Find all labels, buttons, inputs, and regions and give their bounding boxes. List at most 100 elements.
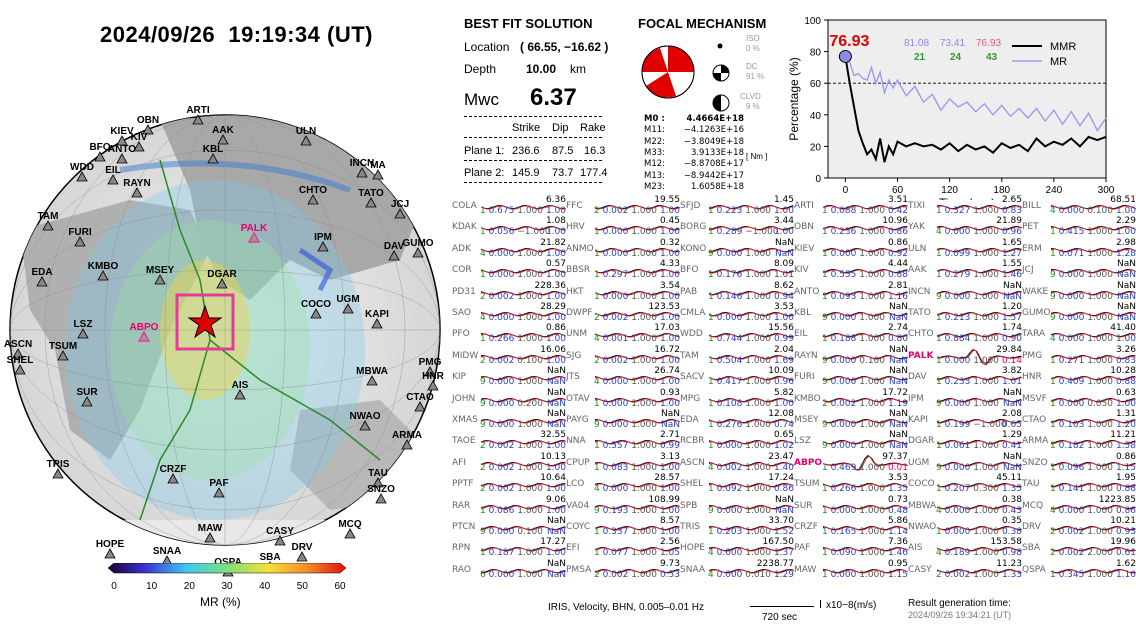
param-weight: 1.000 xyxy=(859,270,885,281)
waveform xyxy=(595,247,680,253)
station-marker-kbl: KBL xyxy=(203,144,223,164)
station-params: 1 0.236 1.000 0.86 xyxy=(822,227,908,237)
plate-boundary-2 xyxy=(209,339,381,461)
station-name: ARMA xyxy=(1022,436,1049,447)
param-ratio: 0.01 xyxy=(887,462,908,473)
station-label: INCN xyxy=(350,158,374,169)
station-value: 1.20 xyxy=(1001,302,1022,312)
station-name: KBL xyxy=(794,308,812,318)
station-marker-lsz: LSZ xyxy=(74,319,92,339)
station-cell-dgar: DGAR 1.29 1 0.061 1.000 0.41 xyxy=(908,430,1022,452)
station-params: 1 0.000 1.000 1.00 xyxy=(594,292,680,302)
param-ratio: 0.96 xyxy=(1001,227,1022,238)
waveform xyxy=(709,568,794,574)
param-ratio: 1.00 xyxy=(659,248,680,259)
waveform xyxy=(595,269,680,274)
param-variance: 0.176 xyxy=(716,270,746,281)
param-quality: 6 xyxy=(480,569,489,580)
station-value: 28.29 xyxy=(540,302,566,312)
param-quality: 1 xyxy=(936,441,945,452)
param-quality: 2 xyxy=(480,484,489,495)
station-label: CRZF xyxy=(160,464,187,475)
waveform xyxy=(709,204,794,210)
station-params: 6 0.000 1.000 NaN xyxy=(480,570,566,580)
param-ratio: 1.00 xyxy=(659,377,680,388)
station-marker-palk: PALK xyxy=(241,223,268,243)
param-weight: 1.000 xyxy=(631,248,657,259)
param-variance: 0.279 xyxy=(944,270,974,281)
waveform xyxy=(823,483,908,488)
station-marker-ipm: IPM xyxy=(314,232,332,252)
series-line-mr xyxy=(844,56,1107,132)
param-variance: 0.000 xyxy=(1058,334,1088,345)
station-value: 3.54 xyxy=(659,280,680,291)
param-variance: 0.000 xyxy=(716,248,746,259)
waveform-synthetic xyxy=(595,312,680,317)
param-weight: 1.000 xyxy=(517,505,543,516)
station-params: 1 0.233 1.000 1.01 xyxy=(936,377,1022,387)
station-cell-anmo: ANMO 0.32 1 0.000 1.000 1.00 xyxy=(566,238,680,260)
param-weight: 1.000 xyxy=(517,420,543,430)
param-ratio: 0.86 xyxy=(773,484,794,495)
station-params: 1 0.141 1.000 0.88 xyxy=(1050,484,1136,494)
station-name: KIEV xyxy=(794,243,815,254)
station-name: KDAK xyxy=(452,222,477,233)
station-params: 1 0.345 1.000 1.10 xyxy=(1050,570,1136,580)
y-tick-label: 60 xyxy=(810,79,822,90)
station-name: PPTF xyxy=(452,479,474,490)
station-name: TAU xyxy=(1022,479,1040,490)
plane2-label: Plane 2: xyxy=(464,167,505,179)
station-name: TIXI xyxy=(908,201,925,211)
waveform xyxy=(481,440,566,445)
param-variance: 0.000 xyxy=(944,291,974,302)
station-marker-paf: PAF xyxy=(209,478,229,498)
param-quality: 1 xyxy=(480,548,489,559)
station-cell-snzo: SNZO 0.86 1 0.096 1.000 1.15 xyxy=(1022,452,1136,474)
param-ratio: 1.00 xyxy=(545,291,566,302)
waveform-synthetic xyxy=(595,397,680,403)
station-label: GUMO xyxy=(402,238,433,249)
param-variance: 0.000 xyxy=(488,248,518,259)
waveform xyxy=(709,461,794,467)
waveform-synthetic xyxy=(937,569,1022,574)
station-cell-chto: CHTO 1.74 1 0.884 1.000 0.90 xyxy=(908,323,1022,345)
station-value: 16.06 xyxy=(540,344,566,355)
station-marker-abpo: ABPO xyxy=(130,322,159,342)
waveform-synthetic xyxy=(823,291,908,296)
waveform xyxy=(595,461,680,467)
tensor-key: M22: xyxy=(644,136,666,147)
waveform xyxy=(481,226,566,231)
station-name: UGM xyxy=(908,457,930,468)
station-marker-shel: SHEL xyxy=(7,355,33,375)
param-ratio: 1.19 xyxy=(887,398,908,409)
param-ratio: 1.27 xyxy=(1001,248,1022,259)
station-params: 1 0.884 1.000 0.90 xyxy=(936,334,1022,344)
waveform xyxy=(1051,226,1136,231)
waveform-synthetic xyxy=(709,333,794,338)
station-value: 153.58 xyxy=(990,537,1023,548)
waveform xyxy=(481,525,566,531)
param-quality: 1 xyxy=(1050,484,1059,495)
param-variance: 0.417 xyxy=(716,377,746,388)
waveform-synthetic xyxy=(823,440,908,445)
station-cell-tris: TRIS 33.70 1 0.203 1.000 1.52 xyxy=(680,516,794,538)
param-weight: 1.000 xyxy=(631,484,657,495)
dc-value: 91 % xyxy=(746,72,765,81)
station-cell-pmsa: PMSA 9.73 2 0.002 1.000 0.53 xyxy=(566,559,680,581)
waveform-synthetic xyxy=(937,440,1022,445)
waveform-observed xyxy=(481,290,566,295)
station-value: 3.13 xyxy=(659,451,680,462)
station-name: MIDW xyxy=(452,350,479,361)
station-value: 5.86 xyxy=(887,516,908,526)
waveform-synthetic xyxy=(709,226,794,232)
waveform-synthetic xyxy=(595,291,680,296)
waveform xyxy=(1051,418,1136,424)
param-variance: 0.000 xyxy=(1058,270,1088,281)
tensor-row: M11: −4.1263E+16 xyxy=(644,125,744,135)
param-weight: 1.000 xyxy=(745,334,771,345)
param-ratio: 1.20 xyxy=(1115,420,1136,430)
waveform xyxy=(595,376,680,381)
station-params: 1 0.146 1.000 0.94 xyxy=(708,292,794,302)
waveform-synthetic xyxy=(481,205,566,210)
waveform-synthetic xyxy=(937,312,1022,317)
